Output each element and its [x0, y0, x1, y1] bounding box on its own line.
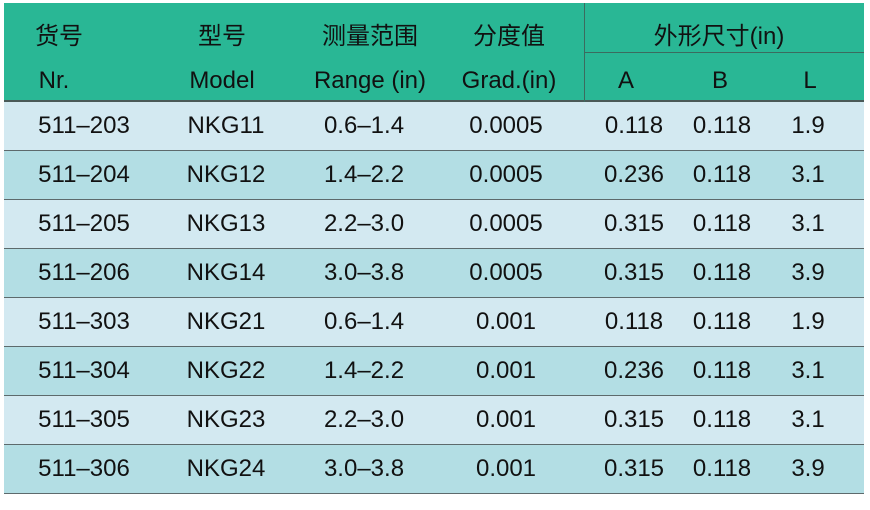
cell-a: 0.236: [603, 357, 665, 384]
cell-a: 0.315: [603, 259, 665, 286]
cell-nr: 511–304: [38, 357, 130, 384]
table-body: 511–203 NKG11 0.6–1.4 0.0005 0.118 0.118 1.9 51…: [4, 102, 864, 494]
cell-b: 0.118: [692, 406, 752, 433]
cell-range: 0.6–1.4: [323, 308, 405, 335]
cell-l: 3.1: [791, 210, 825, 237]
cell-l: 3.9: [791, 259, 825, 286]
header-dims-cn: 外形尺寸(in): [653, 23, 785, 50]
header-grad-cn: 分度值: [473, 23, 545, 50]
cell-a: 0.236: [603, 161, 665, 188]
cell-nr: 511–205: [38, 210, 130, 237]
cell-a: 0.315: [603, 406, 665, 433]
cell-range: 2.2–3.0: [323, 210, 405, 237]
cell-grad: 0.001: [475, 455, 537, 482]
cell-model: NKG14: [186, 259, 266, 286]
cell-nr: 511–303: [38, 308, 130, 335]
cell-b: 0.118: [692, 259, 752, 286]
cell-model: NKG21: [186, 308, 266, 335]
header-b: B: [711, 67, 729, 94]
cell-b: 0.118: [692, 308, 752, 335]
cell-a: 0.118: [604, 112, 664, 139]
header-a: A: [617, 67, 635, 94]
cell-grad: 0.0005: [469, 112, 543, 139]
cell-grad: 0.001: [475, 406, 537, 433]
cell-l: 1.9: [791, 308, 825, 335]
table-row: 511–303 NKG21 0.6–1.4 0.001 0.118 0.118 1.9: [4, 298, 864, 347]
cell-nr: 511–204: [38, 161, 130, 188]
cell-b: 0.118: [692, 112, 752, 139]
cell-range: 3.0–3.8: [323, 455, 405, 482]
cell-range: 2.2–3.0: [323, 406, 405, 433]
cell-range: 1.4–2.2: [323, 357, 405, 384]
cell-grad: 0.0005: [469, 161, 543, 188]
table-row: 511–203 NKG11 0.6–1.4 0.0005 0.118 0.118 1.9: [4, 102, 864, 151]
cell-a: 0.315: [603, 455, 665, 482]
cell-nr: 511–305: [38, 406, 130, 433]
table-row: 511–305 NKG23 2.2–3.0 0.001 0.315 0.118 3.1: [4, 396, 864, 445]
cell-model: NKG22: [186, 357, 266, 384]
cell-b: 0.118: [692, 210, 752, 237]
cell-model: NKG13: [186, 210, 266, 237]
header-range-cn: 测量范围: [322, 23, 418, 50]
cell-grad: 0.0005: [469, 259, 543, 286]
cell-range: 3.0–3.8: [323, 259, 405, 286]
cell-grad: 0.001: [475, 357, 537, 384]
cell-nr: 511–203: [38, 112, 130, 139]
cell-nr: 511–306: [38, 455, 130, 482]
cell-grad: 0.001: [475, 308, 537, 335]
table-row: 511–206 NKG14 3.0–3.8 0.0005 0.315 0.118 3.9: [4, 249, 864, 298]
table-header: 货号 型号 测量范围 分度值 外形尺寸(in) Nr. Model Range …: [4, 3, 864, 102]
header-l: L: [803, 67, 817, 94]
header-range-en: Range (in): [313, 67, 427, 94]
cell-model: NKG12: [186, 161, 266, 188]
cell-nr: 511–206: [38, 259, 130, 286]
cell-b: 0.118: [692, 161, 752, 188]
cell-l: 3.1: [791, 161, 825, 188]
spec-table: 货号 型号 测量范围 分度值 外形尺寸(in) Nr. Model Range …: [4, 3, 864, 494]
cell-a: 0.315: [603, 210, 665, 237]
table-row: 511–204 NKG12 1.4–2.2 0.0005 0.236 0.118 3.1: [4, 151, 864, 200]
header-model-cn: 型号: [198, 23, 246, 50]
header-nr-en: Nr.: [38, 67, 70, 94]
cell-range: 0.6–1.4: [323, 112, 405, 139]
table-row: 511–306 NKG24 3.0–3.8 0.001 0.315 0.118 3.9: [4, 445, 864, 494]
cell-model: NKG24: [186, 455, 266, 482]
header-model-en: Model: [189, 67, 255, 94]
table-row: 511–304 NKG22 1.4–2.2 0.001 0.236 0.118 3.1: [4, 347, 864, 396]
cell-l: 1.9: [791, 112, 825, 139]
table-row: 511–205 NKG13 2.2–3.0 0.0005 0.315 0.118 3.1: [4, 200, 864, 249]
cell-model: NKG23: [186, 406, 266, 433]
cell-l: 3.1: [791, 406, 825, 433]
cell-b: 0.118: [692, 455, 752, 482]
cell-b: 0.118: [692, 357, 752, 384]
cell-grad: 0.0005: [469, 210, 543, 237]
header-divider: [584, 52, 864, 53]
cell-l: 3.9: [791, 455, 825, 482]
cell-l: 3.1: [791, 357, 825, 384]
cell-a: 0.118: [604, 308, 664, 335]
header-nr-cn: 货号: [35, 23, 83, 50]
cell-model: NKG11: [187, 112, 265, 139]
cell-range: 1.4–2.2: [323, 161, 405, 188]
header-grad-en: Grad.(in): [461, 67, 557, 94]
